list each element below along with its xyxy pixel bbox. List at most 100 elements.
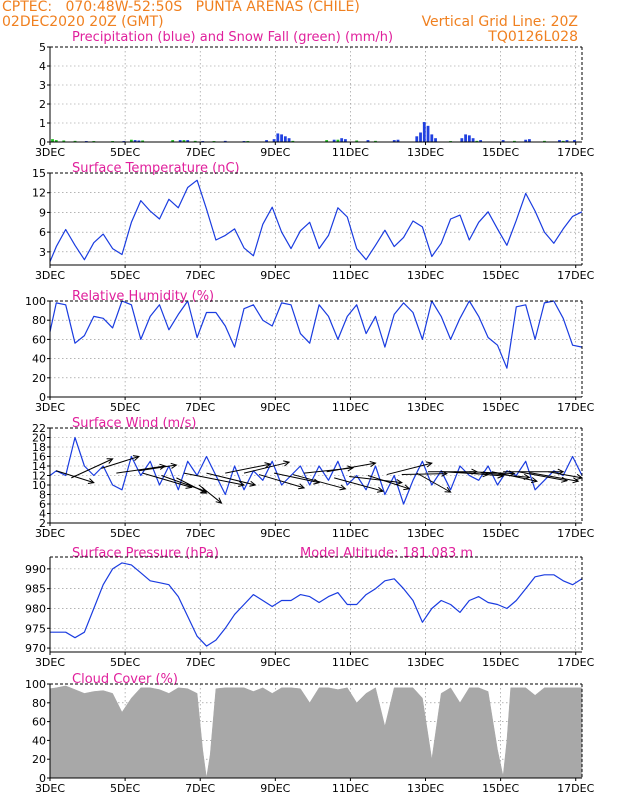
bar — [460, 138, 464, 142]
humidity-ytick-label: 100 — [25, 295, 46, 308]
wind-arrow-shaft — [480, 472, 530, 478]
wind-arrow-shaft — [71, 458, 113, 479]
run-time-label: 02DEC2020 20Z (GMT) — [2, 14, 164, 30]
wind-ytick-label: 6 — [39, 498, 46, 511]
xtick-label: 15DEC — [482, 269, 519, 282]
wind-arrow — [243, 460, 291, 474]
xtick-label: 7DEC — [185, 401, 215, 414]
bar — [129, 139, 133, 142]
pressure-ytick-label: 980 — [25, 602, 46, 615]
wind-arrow — [138, 462, 178, 472]
wind-arrow-head — [444, 486, 452, 493]
wind-arrow-head — [403, 484, 411, 491]
wind-arrow-shaft — [138, 464, 177, 472]
bar — [561, 140, 565, 142]
xtick-label: 3DEC — [35, 656, 65, 669]
bar — [430, 134, 434, 142]
cloud-title: Cloud Cover (%) — [72, 672, 178, 687]
wind-arrow-head — [395, 478, 403, 486]
wind-arrow — [491, 471, 539, 484]
wind-arrow-head — [106, 458, 114, 464]
wind-arrow-shaft — [116, 465, 166, 474]
wind-arrow-shaft — [416, 472, 451, 493]
bar — [396, 139, 400, 142]
wind-arrow-shaft — [142, 472, 192, 488]
wind-arrow — [386, 461, 433, 476]
bar — [171, 140, 175, 142]
wind-arrow-shaft — [548, 471, 583, 479]
wind-ytick-label: 4 — [39, 508, 46, 521]
bar — [186, 140, 190, 142]
xtick-label: 7DEC — [185, 656, 215, 669]
precipitation-gridlines — [50, 47, 582, 142]
bar — [528, 139, 531, 142]
wind-arrow-head — [298, 483, 306, 490]
xtick-label: 17DEC — [557, 146, 594, 159]
cloud-ytick-label: 40 — [32, 734, 46, 747]
wind-arrow-head — [347, 465, 355, 472]
wind-arrow — [176, 477, 208, 494]
wind-ytick-label: 22 — [32, 422, 46, 435]
precipitation-panel: Precipitation (blue) and Snow Fall (gree… — [35, 30, 595, 159]
xtick-label: 5DEC — [110, 269, 140, 282]
precipitation-ytick-label: 5 — [39, 41, 46, 54]
bar — [467, 135, 471, 142]
xtick-label: 9DEC — [260, 146, 290, 159]
bar — [501, 140, 505, 142]
bar — [336, 139, 340, 142]
cloud-ytick-label: 60 — [32, 716, 46, 729]
wind-arrow-shaft — [101, 456, 140, 469]
wind-arrow — [454, 471, 505, 479]
wind-arrow-shaft — [225, 463, 271, 474]
wind-ytick-label: 12 — [32, 470, 46, 483]
humidity-ytick-label: 40 — [32, 353, 46, 366]
wind-arrow-shaft — [206, 472, 256, 486]
temperature-title: Surface Temperature (nC) — [72, 161, 240, 176]
precipitation-ytick-label: 1 — [39, 117, 46, 130]
xtick-label: 13DEC — [407, 656, 444, 669]
bar — [419, 132, 422, 142]
humidity-ytick-label: 60 — [32, 333, 46, 346]
pressure-line — [50, 562, 583, 647]
humidity-ytick-label: 20 — [32, 372, 46, 385]
wind-arrow-shaft — [367, 475, 410, 490]
wind-arrow-shaft — [183, 472, 245, 486]
bar — [51, 139, 54, 142]
wind-ytick-label: 14 — [32, 460, 46, 473]
temperature-line — [49, 179, 583, 262]
pressure-ytick-label: 975 — [25, 622, 46, 635]
xtick-label: 5DEC — [110, 656, 140, 669]
humidity-panel: Relative Humidity (%) 0 20 40 60 80 100 3DEC 5DE… — [25, 289, 595, 414]
xtick-label: 11DEC — [332, 782, 369, 795]
bar — [182, 140, 186, 142]
pressure-gridlines — [50, 557, 582, 652]
wind-arrow-head — [170, 462, 178, 469]
wind-arrow-shaft — [326, 462, 376, 473]
precipitation-ytick-label: 3 — [39, 79, 46, 92]
cloud-ytick-label: 100 — [25, 678, 46, 691]
bar — [479, 140, 483, 142]
bar — [426, 125, 430, 142]
wind-arrow-head — [200, 487, 208, 494]
xtick-label: 11DEC — [332, 656, 369, 669]
bar — [280, 134, 283, 142]
pressure-altitude-label: Model Altitude: 181.083 m — [300, 546, 473, 561]
xtick-label: 17DEC — [557, 269, 594, 282]
humidity-ytick-label: 80 — [32, 314, 46, 327]
bar — [193, 140, 197, 142]
wind-arrow-head — [576, 473, 584, 480]
bar — [178, 140, 182, 142]
xtick-label: 3DEC — [35, 401, 65, 414]
wind-arrow — [71, 458, 114, 479]
cloud-ytick-label: 20 — [32, 753, 46, 766]
bar — [344, 139, 347, 142]
pressure-panel: Surface Pressure (hPa) Model Altitude: 18… — [25, 546, 595, 669]
wind-arrow — [292, 474, 347, 491]
bar — [355, 140, 359, 142]
bar — [287, 138, 291, 142]
humidity-title: Relative Humidity (%) — [72, 289, 214, 304]
wind-ytick-label: 18 — [32, 441, 46, 454]
wind-arrow-shaft — [469, 471, 515, 475]
wind-arrow-shaft — [386, 462, 432, 476]
bar — [73, 140, 77, 142]
